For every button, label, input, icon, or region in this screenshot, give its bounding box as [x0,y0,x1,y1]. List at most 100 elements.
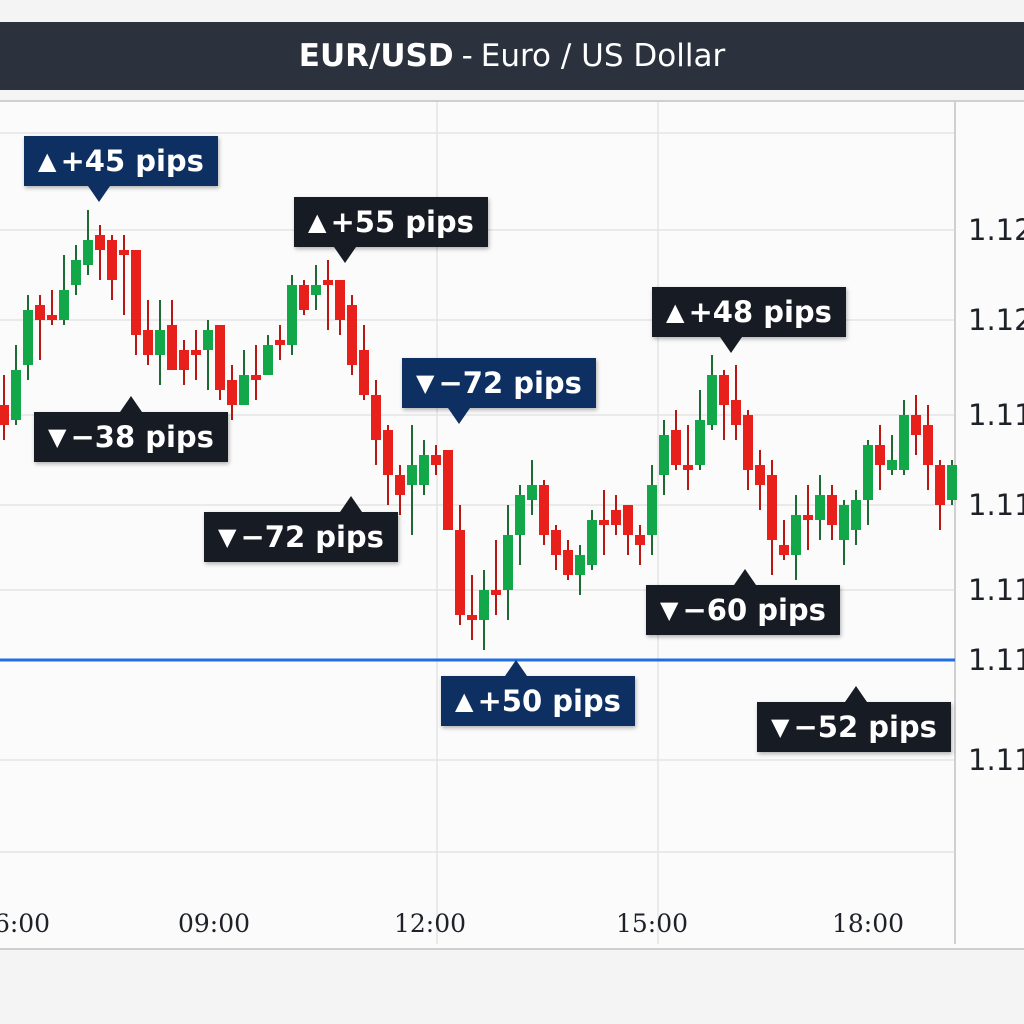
candle-bearish [719,375,729,405]
candle-bearish [371,395,381,440]
annotation-label: −72 pips [240,520,384,554]
candle-bullish [419,455,429,485]
pips-annotation: ▼ −38 pips [34,396,228,462]
candle-bearish [611,510,621,525]
candle-bullish [659,435,669,475]
y-tick-label: 1.11 [968,398,1024,432]
candle-bearish [803,515,813,520]
candle-bearish [431,455,441,465]
candle-bearish [563,550,573,575]
instrument-name: Euro / US Dollar [480,38,726,74]
candle-bearish [539,485,549,535]
candle-bullish [479,590,489,620]
annotation-label: +50 pips [477,684,621,718]
callout-pointer [448,408,470,424]
candle-bullish [707,375,717,425]
triangle-up-icon: ▲ [38,147,57,175]
candle-bearish [911,415,921,435]
candle-bearish [467,615,477,620]
candle-bullish [587,520,597,565]
candle-bearish [335,280,345,320]
candle-bearish [935,465,945,505]
candle-bearish [779,545,789,555]
candle-bullish [311,285,321,295]
candle-bearish [767,475,777,540]
annotation-label: −52 pips [793,710,937,744]
candle-bearish [443,450,453,530]
candle-bullish [11,370,21,420]
pips-annotation: ▲ +50 pips [441,660,635,726]
candle-bearish [395,475,405,495]
candle-bearish [551,530,561,555]
x-tick-label: 12:00 [394,909,466,938]
candle-bullish [407,465,417,485]
candle-bullish [23,310,33,365]
candle-bearish [923,425,933,465]
candle-bearish [455,530,465,615]
candle-bearish [0,405,9,425]
pips-annotation: ▼ −60 pips [646,569,840,635]
triangle-up-icon: ▲ [308,208,327,236]
candle-bullish [791,515,801,555]
y-tick-label: 1.11 [968,573,1024,607]
x-tick-label: 6:00 [0,909,50,938]
candle-bullish [575,555,585,575]
candle-bullish [851,500,861,530]
callout-pointer [845,686,867,702]
candle-bullish [947,465,957,500]
candle-bullish [839,505,849,540]
callout-pointer [340,496,362,512]
candle-bearish [251,375,261,380]
candle-bearish [743,415,753,470]
pips-annotation: ▲ +55 pips [294,197,488,263]
candle-bearish [623,505,633,535]
candle-bullish [899,415,909,470]
candle-bearish [95,235,105,250]
candle-bullish [515,495,525,535]
candle-bullish [71,260,81,285]
y-tick-label: 1.11 [968,743,1024,777]
y-tick-label: 1.12 [968,303,1024,337]
candle-bullish [815,495,825,520]
y-tick-label: 1.11 [968,643,1024,677]
annotation-label: +48 pips [688,295,832,329]
candle-bullish [59,290,69,320]
candle-bearish [491,590,501,595]
annotation-label: −60 pips [682,593,826,627]
callout-pointer [334,247,356,263]
candle-bullish [503,535,513,590]
candle-bearish [107,240,117,280]
chart-header: EUR/USD - Euro / US Dollar [0,22,1024,90]
triangle-down-icon: ▼ [416,369,435,397]
candle-bearish [299,285,309,310]
pips-annotation: ▲ +48 pips [652,287,846,353]
annotation-label: +45 pips [60,144,204,178]
triangle-down-icon: ▼ [660,596,679,624]
pips-annotation: ▼ −72 pips [204,496,398,562]
candle-bearish [215,325,225,390]
candle-bearish [875,445,885,465]
annotation-label: +55 pips [330,205,474,239]
candle-bullish [203,330,213,350]
candle-bearish [755,465,765,485]
candle-bearish [827,495,837,525]
candle-bearish [683,465,693,470]
title-separator: - [461,38,473,74]
x-tick-label: 18:00 [832,909,904,938]
callout-pointer [734,569,756,585]
candle-bearish [227,380,237,405]
candle-bearish [383,430,393,475]
candle-bullish [263,345,273,375]
annotation-label: −38 pips [70,420,214,454]
candle-bullish [239,375,249,405]
callout-pointer [88,186,110,202]
candle-bullish [863,445,873,500]
candle-bearish [635,535,645,545]
candle-bearish [131,250,141,335]
candle-bearish [35,305,45,320]
candle-bearish [599,520,609,525]
candle-bearish [359,350,369,395]
triangle-down-icon: ▼ [218,523,237,551]
pips-annotation: ▲ +45 pips [24,136,218,202]
